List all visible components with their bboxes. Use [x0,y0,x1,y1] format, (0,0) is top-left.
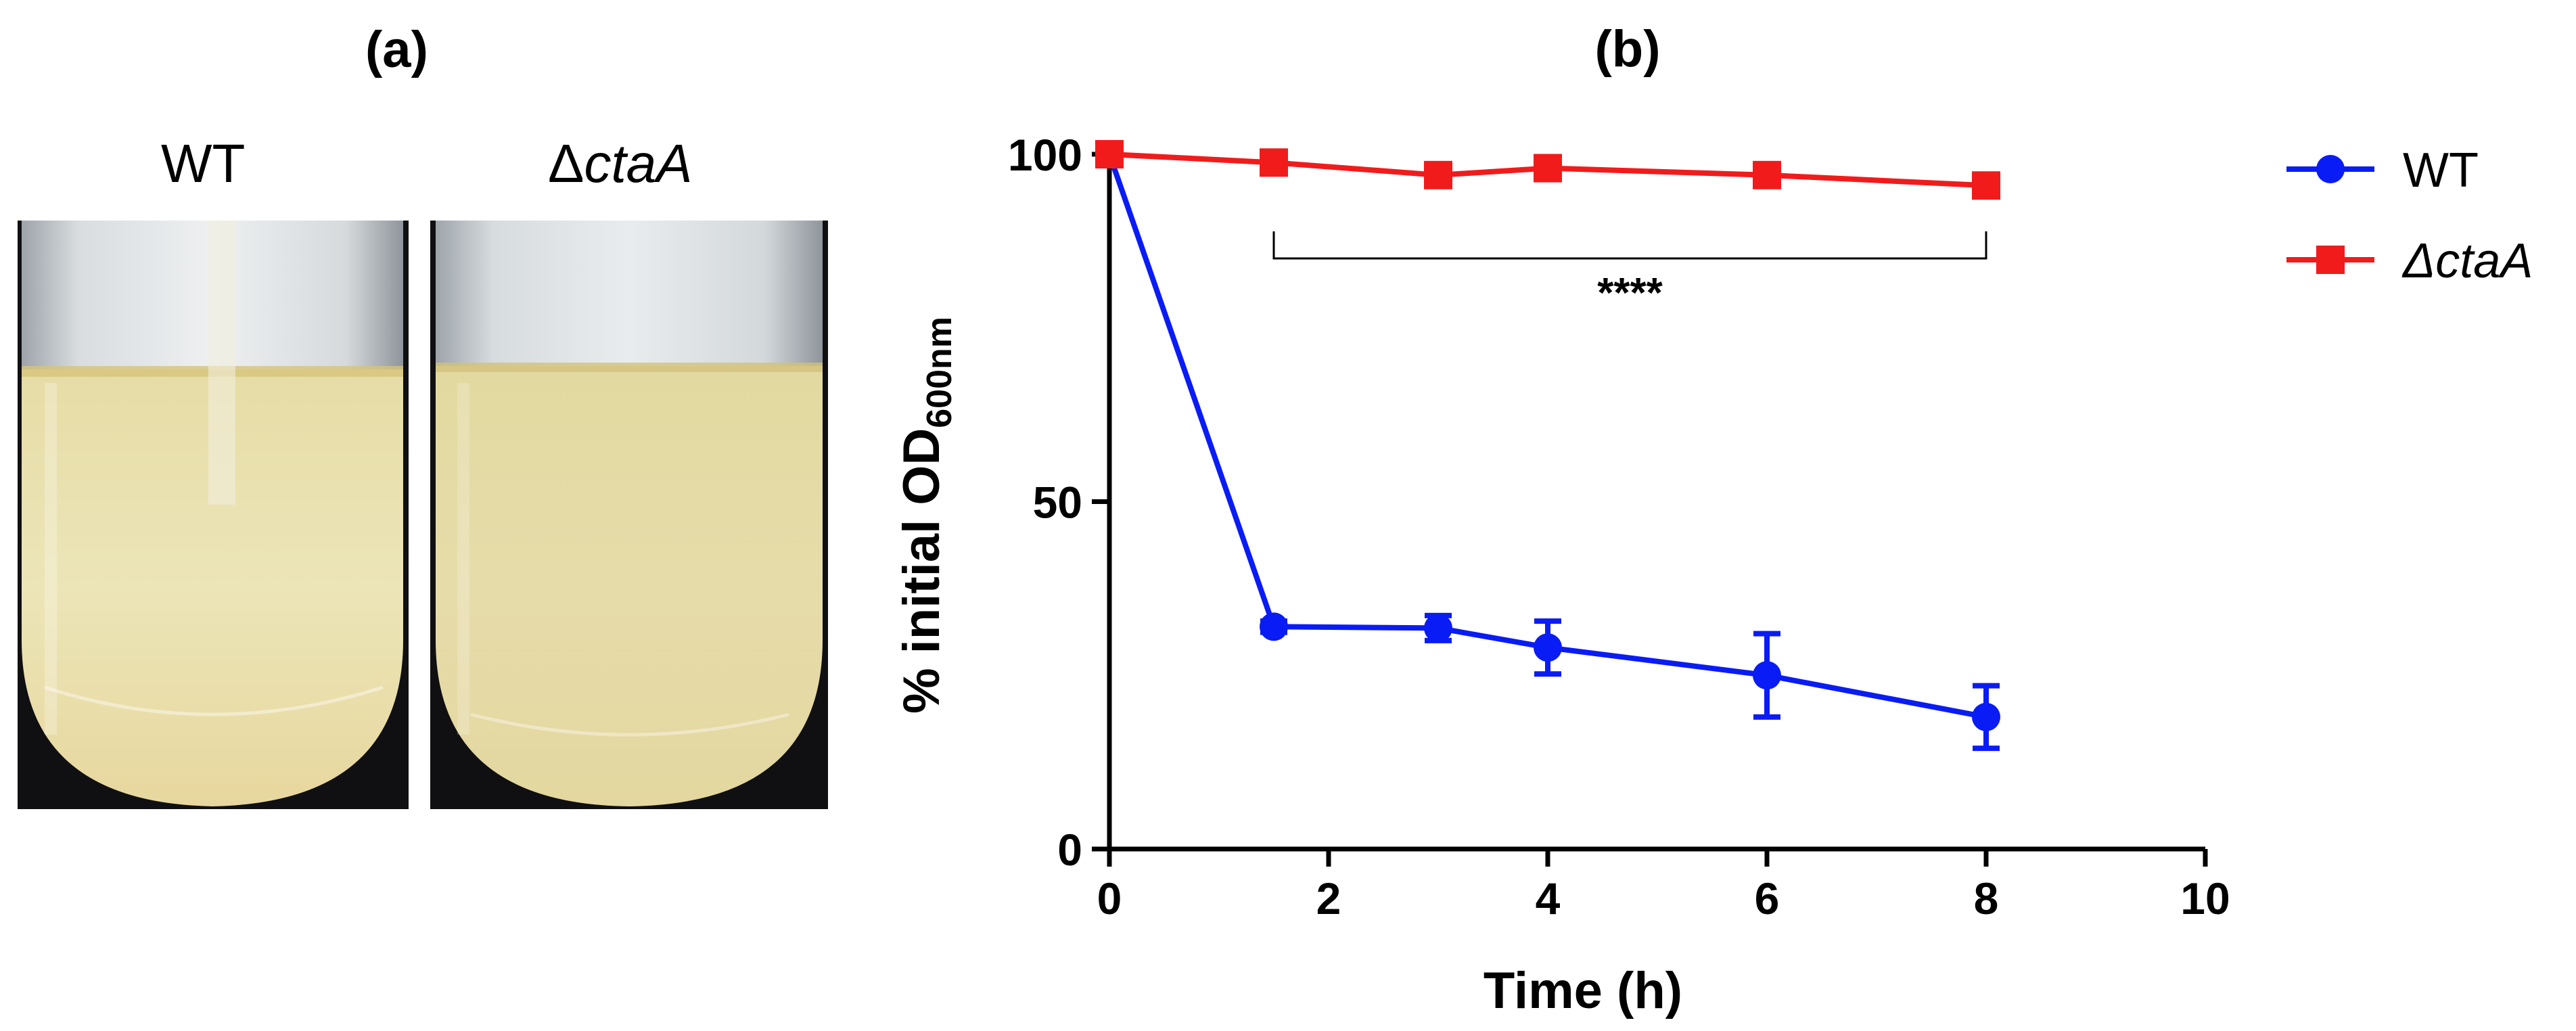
data-point [1260,612,1288,641]
x-tick-label: 8 [1974,873,1999,923]
x-tick-label: 4 [1536,873,1561,923]
tube-label-ctaa: ΔctaA [548,133,693,193]
tube-photo-wt [18,221,409,809]
significance-bracket [1272,231,1987,260]
data-point [1424,614,1452,643]
x-tick-label: 2 [1316,873,1341,923]
legend-label: WT [2403,143,2479,198]
data-point [1534,154,1562,183]
y-tick-label: 100 [1008,130,1082,180]
y-tick-label: 0 [1057,825,1082,875]
significance-label: **** [1597,270,1663,317]
x-tick-label: 0 [1097,873,1122,923]
chart-title: (b) [1594,20,1660,78]
series-line-1 [1109,152,1987,189]
data-point [1753,160,1781,189]
panel-a-label: (a) [365,21,428,78]
y-axis-label: % initial OD600nm [893,317,959,714]
data-point [1972,702,2000,731]
data-point [1753,661,1781,690]
legend-label: ΔctaA [2401,234,2533,288]
y-tick-label: 50 [1033,478,1082,528]
data-point [1095,140,1124,168]
legend: WT ΔctaA [2286,143,2533,288]
data-marks: **** [1095,140,2000,752]
series-line-0 [1107,153,1987,720]
data-point [1972,171,2000,200]
tube-photo-ctaa [430,221,828,809]
data-point [1534,633,1562,662]
x-axis-label: Time (h) [1484,962,1682,1019]
x-tick-label: 10 [2180,873,2230,923]
x-tick-label: 6 [1755,873,1780,923]
legend-marker [2316,246,2345,274]
data-point [1260,148,1288,177]
tube-label-wt: WT [161,133,246,193]
data-point [1424,160,1452,189]
legend-marker [2316,155,2345,183]
